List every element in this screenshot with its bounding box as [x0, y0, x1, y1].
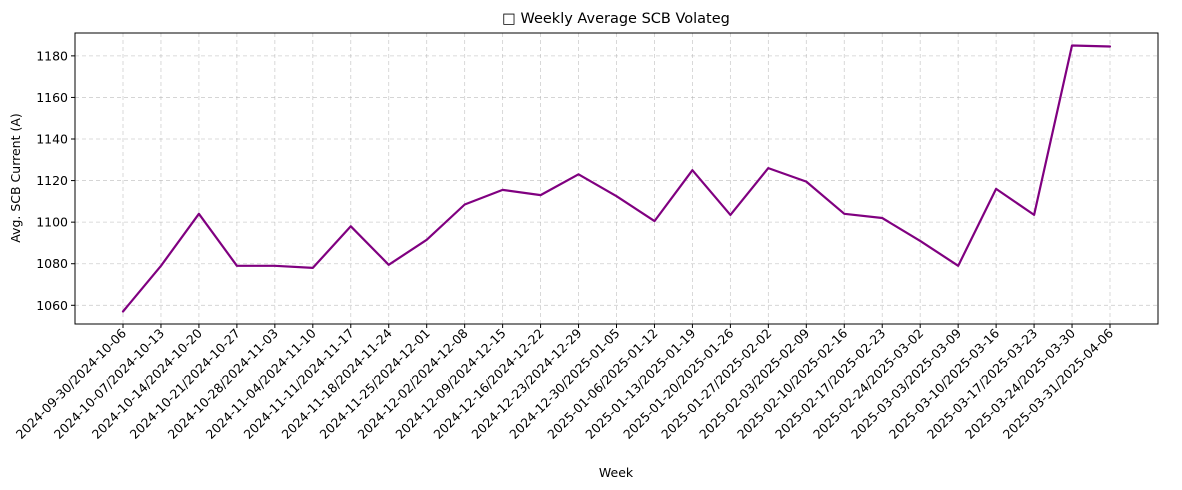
y-tick-label: 1060 — [36, 298, 68, 313]
series-line — [121, 44, 1112, 313]
title-icon: □ — [502, 11, 516, 27]
y-tick-label: 1160 — [36, 90, 68, 105]
x-axis-label: Week — [599, 465, 634, 480]
chart-title: □ Weekly Average SCB Volateg — [502, 11, 730, 27]
y-tick-label: 1100 — [36, 215, 68, 230]
chart-title-text: Weekly Average SCB Volateg — [520, 11, 729, 27]
series-layer — [121, 44, 1112, 313]
y-axis-label: Avg. SCB Current (A) — [8, 113, 23, 243]
y-tick-label: 1180 — [36, 48, 68, 63]
y-tick-label: 1140 — [36, 132, 68, 147]
y-tick-label: 1120 — [36, 173, 68, 188]
grid-layer — [75, 33, 1158, 324]
x-axis: 2024-09-30/2024-10-062024-10-07/2024-10-… — [13, 324, 1116, 442]
y-axis: 1060 1080 1100 1120 1140 1160 1180 — [36, 48, 75, 313]
y-tick-label: 1080 — [36, 256, 68, 271]
